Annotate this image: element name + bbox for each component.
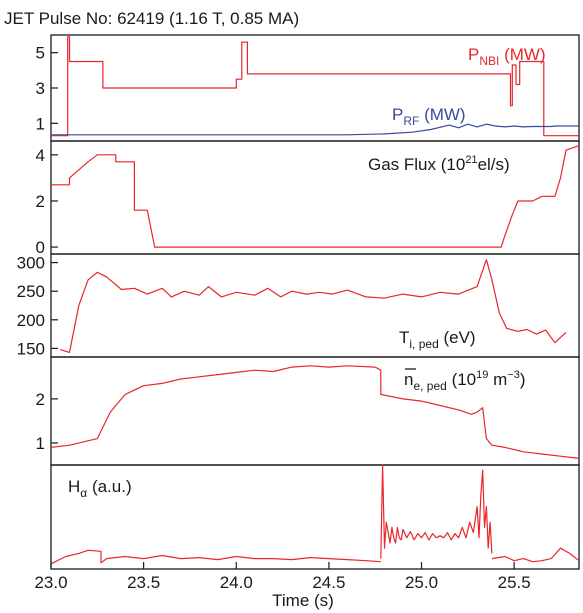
- x-axis: 23.0 23.5 24.0 24.5 25.0 25.5: [34, 562, 531, 592]
- label-sup: 21: [465, 154, 477, 166]
- x-tick-label: 24.0: [220, 573, 253, 592]
- label-sup: −3: [507, 369, 520, 381]
- x-tick-label: 25.0: [405, 573, 438, 592]
- x-tick-label: 23.0: [34, 573, 67, 592]
- series-line: [51, 123, 579, 136]
- panel-ne: 2 1 ne, ped (1019 m−3): [36, 356, 580, 466]
- y-tick-label: 5: [36, 44, 45, 63]
- label-text: el/s): [478, 155, 510, 174]
- label-sub: α: [80, 486, 87, 500]
- y-tick-label: 300: [17, 254, 45, 273]
- x-axis-label: Time (s): [272, 591, 334, 610]
- ne-ped-label: ne, ped (1019 m−3): [404, 369, 526, 393]
- panel-frame: [50, 253, 580, 358]
- panel-halpha: Hα (a.u.): [50, 464, 580, 570]
- label-sub: e, ped: [413, 379, 446, 393]
- legend-unit: (MW): [499, 45, 545, 64]
- x-tick-label: 24.5: [312, 573, 345, 592]
- gas-flux-label: Gas Flux (1021el/s): [368, 154, 510, 174]
- series-line: [51, 36, 579, 137]
- y-tick-label: 0: [36, 238, 45, 257]
- panel-frame: [50, 464, 580, 570]
- series-line: [51, 145, 580, 248]
- label-sub: i, ped: [409, 337, 438, 351]
- y-tick-label: 250: [17, 282, 45, 301]
- legend-p-rf: PRF (MW): [392, 105, 466, 128]
- label-unit: ): [520, 370, 526, 389]
- x-tick-label: 23.5: [127, 573, 160, 592]
- legend-main: P: [468, 45, 479, 64]
- series-line: [60, 259, 567, 353]
- series-line: [50, 549, 381, 565]
- label-text: Gas Flux (10: [368, 155, 465, 174]
- legend-p-nbi: PNBI (MW): [468, 45, 546, 68]
- label-main: T: [399, 328, 409, 347]
- panel-gas: 4 2 0 Gas Flux (1021el/s): [36, 140, 580, 257]
- y-tick-label: 2: [36, 390, 45, 409]
- h-alpha-label: Hα (a.u.): [68, 477, 132, 500]
- legend-main: P: [392, 105, 403, 124]
- series-line: [50, 365, 580, 459]
- label-unit: (a.u.): [87, 477, 131, 496]
- label-main: H: [68, 477, 80, 496]
- label-unit: (eV): [439, 328, 476, 347]
- y-tick-label: 1: [36, 114, 45, 133]
- y-tick-label: 4: [36, 146, 45, 165]
- legend-sub: RF: [403, 114, 419, 128]
- label-sup: 19: [476, 369, 488, 381]
- y-tick-label: 2: [36, 192, 45, 211]
- figure-title: JET Pulse No: 62419 (1.16 T, 0.85 MA): [4, 9, 299, 28]
- label-unit: m: [488, 370, 507, 389]
- panel-ti: 300 250 200 150 Ti, ped (eV): [17, 253, 580, 358]
- series-line: [380, 464, 493, 559]
- legend-unit: (MW): [419, 105, 465, 124]
- label-main: n: [404, 370, 413, 389]
- y-tick-label: 1: [36, 434, 45, 453]
- y-tick-label: 3: [36, 79, 45, 98]
- label-unit: (10: [447, 370, 476, 389]
- ti-ped-label: Ti, ped (eV): [399, 328, 476, 351]
- y-tick-label: 150: [17, 339, 45, 358]
- x-tick-label: 25.5: [498, 573, 531, 592]
- series-line: [491, 547, 580, 563]
- y-tick-label: 200: [17, 311, 45, 330]
- legend-sub: NBI: [479, 54, 499, 68]
